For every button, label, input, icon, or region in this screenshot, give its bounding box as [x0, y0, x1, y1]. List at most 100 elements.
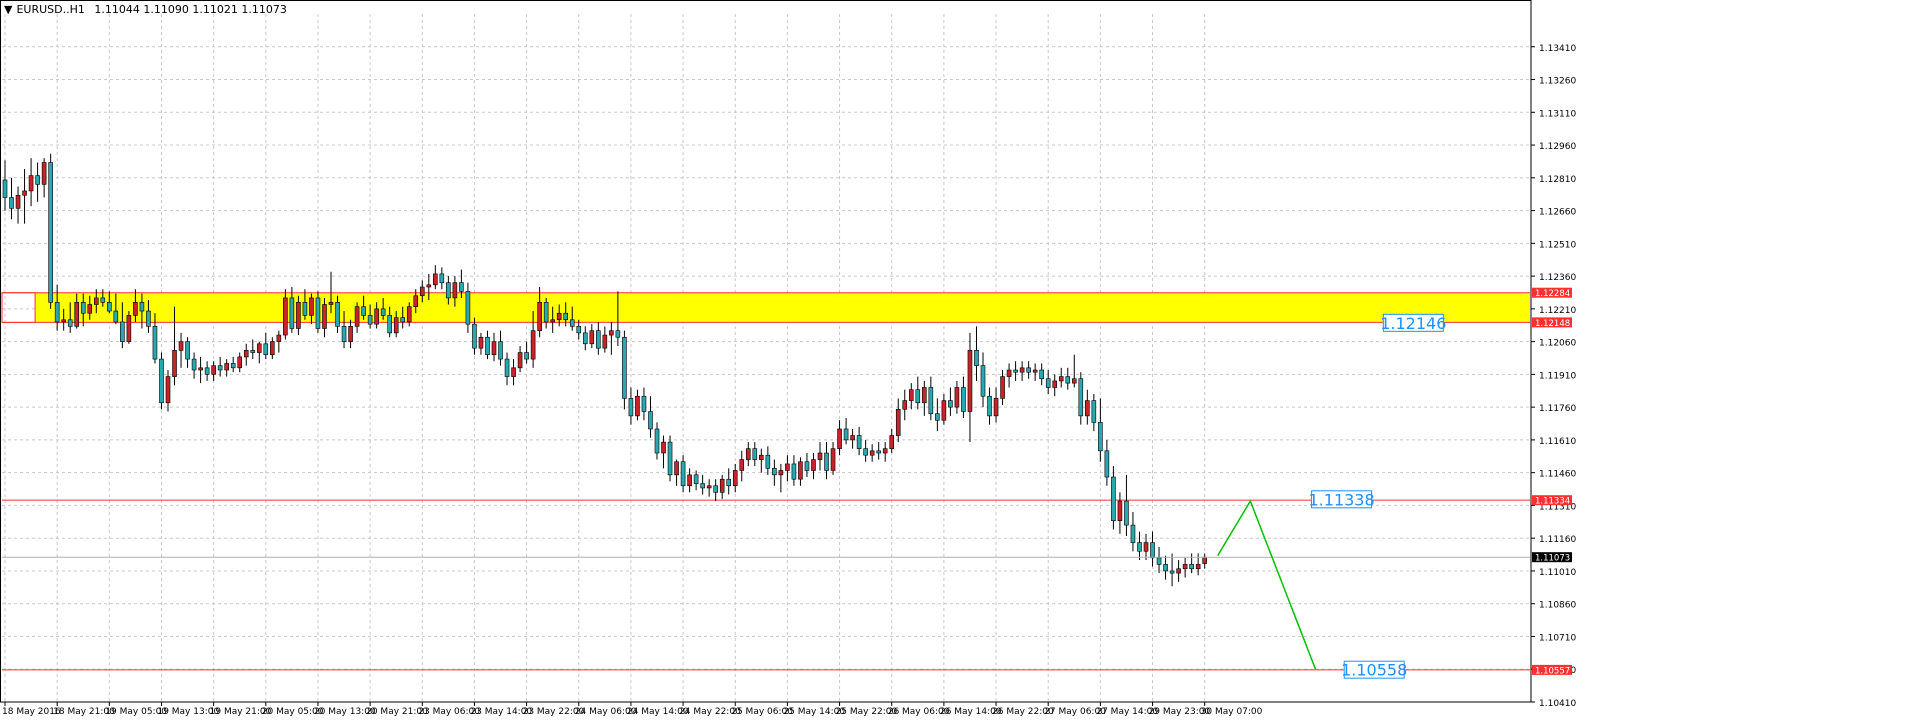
candle[interactable] — [28, 158, 34, 207]
candle[interactable] — [348, 319, 353, 349]
candle[interactable] — [74, 293, 80, 329]
candle[interactable] — [191, 352, 197, 379]
candle[interactable] — [198, 356, 203, 384]
candle[interactable] — [367, 304, 373, 329]
resistance-zone[interactable] — [35, 292, 1531, 323]
candle[interactable] — [100, 289, 106, 307]
candle[interactable] — [856, 426, 862, 456]
candle[interactable] — [543, 297, 549, 329]
candle[interactable] — [628, 387, 634, 425]
candle[interactable] — [517, 345, 523, 373]
candle[interactable] — [622, 330, 627, 410]
candle[interactable] — [224, 359, 229, 377]
candle[interactable] — [1169, 553, 1175, 587]
candle[interactable] — [615, 291, 621, 346]
candle[interactable] — [426, 273, 432, 301]
candle[interactable] — [582, 326, 588, 351]
candle[interactable] — [713, 479, 718, 502]
candle[interactable] — [706, 479, 712, 497]
candle[interactable] — [609, 321, 614, 355]
candle[interactable] — [374, 302, 379, 329]
candle[interactable] — [811, 453, 816, 480]
candle[interactable] — [87, 295, 93, 320]
candle[interactable] — [361, 295, 366, 320]
candle[interactable] — [700, 474, 705, 495]
candle[interactable] — [217, 356, 223, 377]
candle[interactable] — [446, 276, 451, 305]
candle[interactable] — [967, 332, 973, 443]
candle[interactable] — [393, 311, 399, 338]
candle[interactable] — [830, 442, 836, 475]
candle[interactable] — [882, 442, 888, 462]
candle[interactable] — [302, 289, 308, 320]
candle[interactable] — [309, 293, 314, 325]
candle[interactable] — [765, 446, 771, 475]
candle[interactable] — [785, 455, 790, 482]
candle[interactable] — [902, 389, 908, 421]
candle[interactable] — [120, 302, 125, 349]
price-annotation-box[interactable] — [1311, 490, 1373, 509]
candle[interactable] — [289, 287, 295, 333]
candle[interactable] — [550, 306, 555, 333]
candle[interactable] — [472, 317, 477, 355]
candle[interactable] — [380, 297, 386, 320]
candle[interactable] — [961, 376, 966, 419]
candle[interactable] — [759, 448, 764, 473]
candle[interactable] — [739, 450, 745, 482]
candle[interactable] — [641, 387, 647, 421]
candle[interactable] — [126, 311, 132, 344]
candle[interactable] — [491, 332, 497, 362]
candle[interactable] — [589, 324, 595, 349]
candle[interactable] — [139, 293, 145, 329]
candle[interactable] — [1156, 546, 1162, 574]
projection-path[interactable] — [1217, 499, 1317, 670]
candle[interactable] — [1098, 398, 1103, 462]
candle[interactable] — [1013, 361, 1018, 381]
candle[interactable] — [837, 420, 842, 456]
candle[interactable] — [1104, 439, 1110, 486]
candle[interactable] — [1182, 557, 1188, 578]
candle[interactable] — [61, 308, 66, 331]
candle[interactable] — [152, 313, 158, 364]
candle[interactable] — [791, 455, 797, 486]
candle[interactable] — [798, 457, 803, 486]
candle[interactable] — [948, 387, 953, 416]
candle[interactable] — [178, 332, 184, 368]
candle[interactable] — [322, 297, 327, 338]
candle[interactable] — [1163, 555, 1168, 580]
candle[interactable] — [661, 435, 666, 469]
candle[interactable] — [524, 341, 529, 364]
candle[interactable] — [315, 291, 321, 333]
candle[interactable] — [1052, 374, 1058, 397]
candle[interactable] — [237, 352, 243, 373]
candle[interactable] — [843, 418, 849, 445]
candle[interactable] — [1150, 531, 1155, 567]
candle[interactable] — [941, 394, 947, 425]
candle[interactable] — [556, 304, 562, 327]
candle[interactable] — [667, 435, 673, 482]
candle[interactable] — [270, 337, 275, 360]
candle[interactable] — [869, 444, 875, 462]
candle[interactable] — [511, 359, 516, 386]
candle[interactable] — [335, 295, 340, 333]
candle[interactable] — [1071, 354, 1077, 388]
candle[interactable] — [504, 352, 510, 386]
candle[interactable] — [1039, 363, 1044, 386]
candle[interactable] — [889, 428, 895, 454]
candle[interactable] — [980, 352, 986, 408]
candle[interactable] — [537, 287, 542, 338]
candle[interactable] — [954, 380, 960, 414]
candle[interactable] — [1065, 367, 1071, 390]
candle[interactable] — [876, 442, 881, 460]
candle[interactable] — [341, 311, 347, 349]
candle[interactable] — [387, 306, 392, 338]
candle[interactable] — [354, 302, 360, 333]
candle[interactable] — [283, 289, 288, 340]
candle[interactable] — [1176, 560, 1181, 582]
candle[interactable] — [654, 422, 660, 460]
candle[interactable] — [328, 271, 334, 314]
candle[interactable] — [935, 398, 940, 432]
candle[interactable] — [93, 289, 99, 314]
